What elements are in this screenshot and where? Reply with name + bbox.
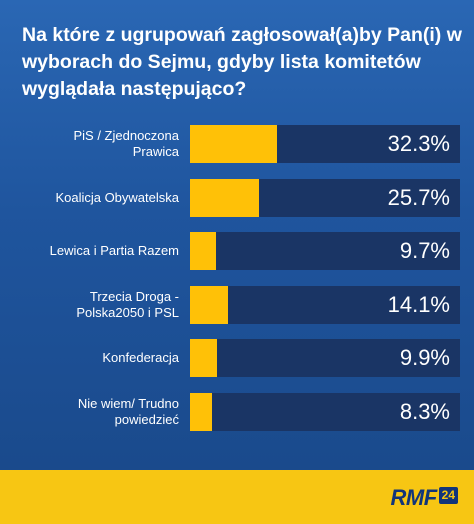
bar-row: Koalicja Obywatelska 25.7% [0, 178, 474, 217]
bar-track [190, 232, 460, 270]
bar-row: Nie wiem/ Trudno powiedzieć 8.3% [0, 392, 474, 431]
category-label-line: PiS / Zjednoczona [73, 128, 179, 143]
value-label: 25.7% [387, 184, 450, 210]
bar-row: Lewica i Partia Razem 9.7% [0, 232, 474, 270]
bar [190, 285, 229, 324]
category-label-line: powiedzieć [114, 411, 179, 427]
category-label-line: Trzecia Droga - [89, 288, 179, 304]
category-label: PiS / Zjednoczona Prawica [0, 125, 179, 163]
logo-text: RMF [390, 485, 437, 510]
bar-row: PiS / Zjednoczona Prawica 32.3% [0, 125, 474, 163]
footer-bar [0, 470, 474, 524]
category-label-line: Konfederacja [102, 350, 179, 365]
value-label: 8.3% [399, 398, 450, 424]
bar-track [190, 285, 460, 324]
bar [190, 125, 278, 163]
value-label: 14.1% [387, 291, 450, 317]
rmf24-logo: RMF 24 [390, 485, 458, 510]
bar [190, 392, 213, 431]
category-label-line: Polska2050 i PSL [76, 304, 179, 320]
category-label: Trzecia Droga - Polska2050 i PSL [0, 286, 179, 324]
value-label: 32.3% [387, 131, 450, 156]
category-label: Lewica i Partia Razem [0, 232, 179, 270]
bar [190, 232, 217, 270]
logo-badge: 24 [438, 486, 458, 504]
category-label-line: Koalicja Obywatelska [55, 189, 179, 205]
bar-row: Konfederacja 9.9% [0, 339, 474, 377]
value-label: 9.7% [399, 238, 450, 263]
value-label: 9.9% [399, 345, 450, 370]
category-label-line: Lewica i Partia Razem [49, 243, 179, 258]
bar [190, 178, 260, 217]
chart-title: Na które z ugrupowań zagłosował(a)by Pan… [22, 24, 462, 100]
category-label-line: Nie wiem/ Trudno [77, 395, 179, 411]
category-label: Konfederacja [0, 339, 179, 377]
category-label-line: Prawica [132, 144, 179, 159]
category-label: Nie wiem/ Trudno powiedzieć [0, 393, 179, 431]
bar-track [190, 339, 460, 377]
bar [190, 339, 217, 377]
bar-row: Trzecia Droga - Polska2050 i PSL 14.1% [0, 285, 474, 324]
category-label: Koalicja Obywatelska [0, 179, 179, 217]
bar-track [190, 392, 460, 431]
